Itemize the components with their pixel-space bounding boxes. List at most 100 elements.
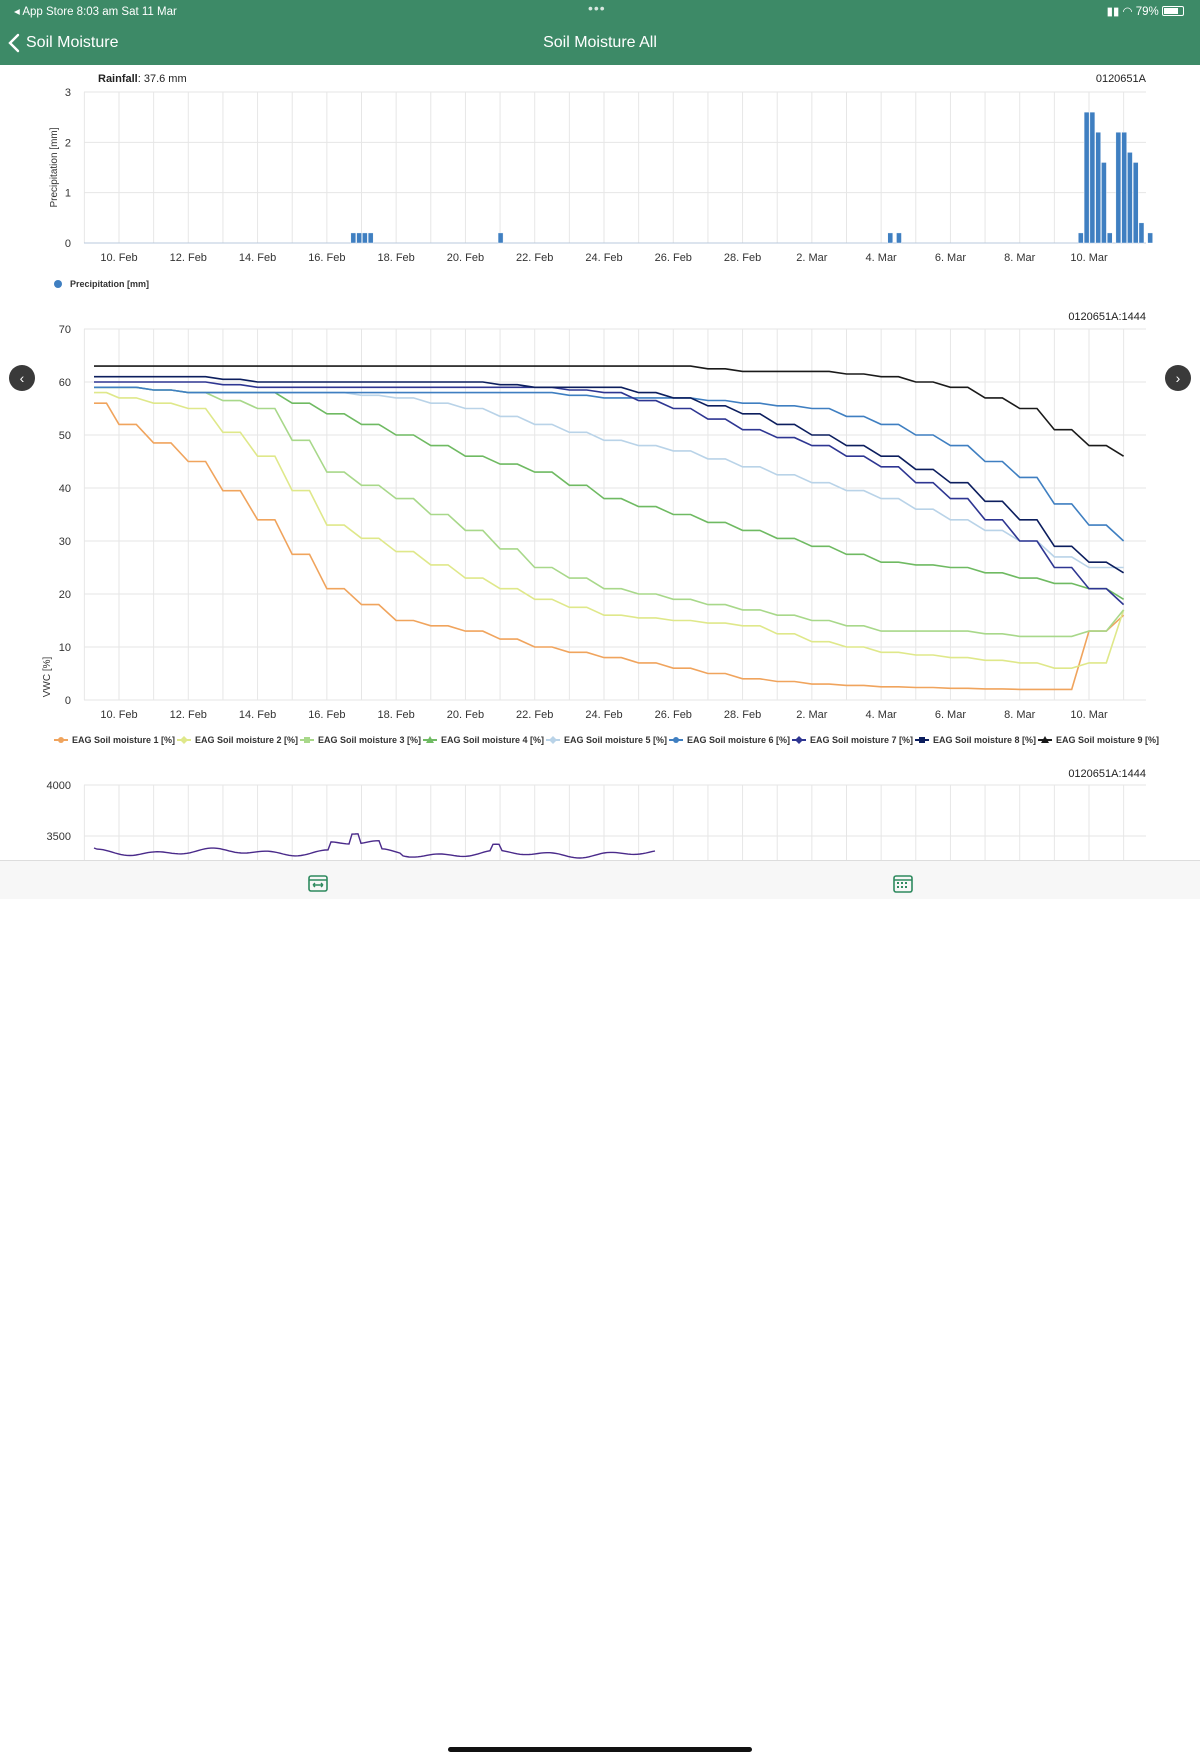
x-tick-label: 28. Feb [724, 709, 761, 721]
x-tick-label: 8. Mar [1004, 252, 1036, 264]
legend-marker-icon [1038, 736, 1052, 743]
x-tick-label: 6. Mar [935, 252, 967, 264]
precipitation-bar [896, 232, 902, 244]
legend-label: EAG Soil moisture 2 [%] [195, 735, 299, 745]
home-indicator[interactable] [448, 1747, 752, 1752]
page-title: Soil Moisture All [543, 34, 657, 51]
tab-bar [0, 860, 1200, 1752]
legend-item-5[interactable]: EAG Soil moisture 5 [%] [546, 735, 669, 745]
next-chart-button[interactable]: › [1165, 365, 1191, 391]
legend-label: EAG Soil moisture 9 [%] [1056, 735, 1160, 745]
x-tick-label: 10. Feb [100, 709, 137, 721]
precipitation-bar [1083, 111, 1090, 244]
precipitation-legend[interactable]: Precipitation [mm] [54, 279, 149, 289]
legend-label: EAG Soil moisture 8 [%] [933, 735, 1037, 745]
legend-item-3[interactable]: EAG Soil moisture 3 [%] [300, 735, 423, 745]
precipitation-bar [1095, 132, 1101, 244]
back-button[interactable]: Soil Moisture [8, 30, 118, 56]
x-tick-label: 10. Mar [1070, 252, 1108, 264]
series-line-7 [94, 381, 1125, 606]
legend-item-8[interactable]: EAG Soil moisture 8 [%] [915, 735, 1038, 745]
y-tick-label: 50 [59, 430, 71, 442]
precipitation-plot: 0 1 2 3 10. Feb 12. Feb 14. Feb 16. Feb 18. Feb 2… [49, 87, 1153, 264]
battery-icon [1162, 6, 1184, 16]
status-right: ▮▮ ◠ 79% [1107, 4, 1184, 18]
x-tick-label: 24. Feb [585, 709, 622, 721]
x-tick-label: 24. Feb [585, 252, 622, 264]
legend-marker-icon [792, 736, 806, 744]
x-tick-label: 8. Mar [1004, 709, 1036, 721]
x-tick-label: 16. Feb [308, 709, 345, 721]
x-tick-label: 10. Mar [1070, 709, 1108, 721]
chevron-left-icon: ‹ [19, 370, 25, 386]
multitask-dots[interactable]: ••• [588, 0, 606, 16]
legend-item-9[interactable]: EAG Soil moisture 9 [%] [1038, 735, 1161, 745]
legend-label: EAG Soil moisture 3 [%] [318, 735, 422, 745]
y-tick-label: 4000 [47, 780, 71, 792]
back-label: Soil Moisture [26, 34, 119, 51]
legend-label: EAG Soil moisture 5 [%] [564, 735, 668, 745]
legend-marker-icon [177, 736, 191, 744]
station-id: 0120651A [1095, 73, 1146, 85]
series-line-9 [94, 365, 1125, 457]
x-tick-label: 20. Feb [447, 709, 484, 721]
date-range-icon[interactable] [308, 873, 328, 893]
precipitation-bar [350, 232, 357, 244]
legend-label: EAG Soil moisture 6 [%] [687, 735, 791, 745]
chevron-right-icon: › [1175, 370, 1181, 386]
y-axis-label: VWC [%] [42, 657, 53, 698]
y-tick-label: 20 [59, 589, 71, 601]
soil-moisture-legend: EAG Soil moisture 1 [%] EAG Soil moisture… [54, 735, 1161, 745]
x-tick-label: 12. Feb [170, 709, 207, 721]
legend-item-7[interactable]: EAG Soil moisture 7 [%] [792, 735, 915, 745]
x-tick-label: 20. Feb [447, 252, 484, 264]
precipitation-bar [497, 232, 504, 244]
precipitation-bar [1115, 132, 1122, 244]
precipitation-bar [1101, 162, 1107, 244]
legend-item-4[interactable]: EAG Soil moisture 4 [%] [423, 735, 546, 745]
legend-marker-icon [423, 736, 437, 743]
series-line-4 [94, 386, 1125, 600]
legend-label: EAG Soil moisture 1 [%] [72, 735, 176, 745]
precipitation-bar [1127, 152, 1133, 244]
station-id: 0120651A:1444 [1068, 311, 1146, 323]
calendar-icon[interactable] [893, 873, 913, 893]
x-tick-label: 4. Mar [866, 709, 898, 721]
precipitation-bar [362, 232, 368, 244]
y-tick-label: 3 [65, 87, 71, 99]
previous-chart-button[interactable]: ‹ [9, 365, 35, 391]
legend-item-2[interactable]: EAG Soil moisture 2 [%] [177, 735, 300, 745]
third-chart: 0120651A:1444 4000 3500 [0, 760, 1200, 860]
y-tick-label: 3500 [47, 831, 71, 843]
legend-label: EAG Soil moisture 7 [%] [810, 735, 914, 745]
y-tick-label: 10 [59, 642, 71, 654]
x-tick-label: 16. Feb [308, 252, 345, 264]
y-tick-label: 60 [59, 377, 71, 389]
y-tick-label: 2 [65, 137, 71, 149]
x-tick-label: 22. Feb [516, 252, 553, 264]
series-line-1 [94, 402, 1125, 691]
x-tick-label: 26. Feb [655, 252, 692, 264]
soil-moisture-chart: 0120651A:1444 0 10 20 30 40 50 60 70 10. Feb 12. … [0, 305, 1200, 755]
precipitation-bar [1132, 162, 1139, 244]
x-tick-label: 2. Mar [796, 252, 828, 264]
legend-item-1[interactable]: EAG Soil moisture 1 [%] [54, 735, 177, 745]
legend-label: Precipitation [mm] [70, 279, 150, 289]
precipitation-bar [1089, 111, 1096, 244]
station-id: 0120651A:1444 [1068, 768, 1146, 780]
series-line-5 [94, 386, 1124, 569]
precipitation-bar [1138, 222, 1145, 244]
status-bar: ◂ App Store 8:03 am Sat 11 Mar ••• ▮▮ ◠ … [0, 0, 1200, 22]
y-tick-label: 0 [65, 695, 71, 707]
precipitation-chart: Rainfall: 37.6 mm 0120651A 0 1 2 3 10. Feb 12… [0, 65, 1200, 300]
y-tick-label: 30 [59, 536, 71, 548]
x-tick-label: 4. Mar [866, 252, 898, 264]
x-tick-label: 14. Feb [239, 709, 276, 721]
x-tick-label: 18. Feb [377, 709, 414, 721]
battery-label: 79% [1135, 6, 1159, 18]
precipitation-bar [887, 232, 894, 244]
precipitation-bar [356, 232, 362, 244]
legend-marker-icon [300, 737, 314, 743]
legend-item-6[interactable]: EAG Soil moisture 6 [%] [669, 735, 792, 745]
x-tick-label: 22. Feb [516, 709, 553, 721]
